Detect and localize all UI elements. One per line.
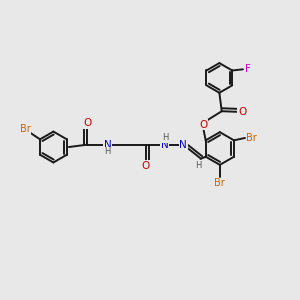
Text: N: N bbox=[161, 140, 169, 150]
Text: N: N bbox=[103, 140, 111, 150]
Text: Br: Br bbox=[20, 124, 31, 134]
Text: O: O bbox=[238, 107, 246, 117]
Text: N: N bbox=[179, 140, 187, 150]
Text: O: O bbox=[199, 120, 207, 130]
Text: F: F bbox=[245, 64, 251, 74]
Text: Br: Br bbox=[247, 133, 257, 143]
Text: H: H bbox=[104, 147, 111, 156]
Text: H: H bbox=[162, 133, 168, 142]
Text: O: O bbox=[141, 161, 150, 171]
Text: Br: Br bbox=[214, 178, 225, 188]
Text: H: H bbox=[195, 161, 201, 170]
Text: O: O bbox=[83, 118, 92, 128]
